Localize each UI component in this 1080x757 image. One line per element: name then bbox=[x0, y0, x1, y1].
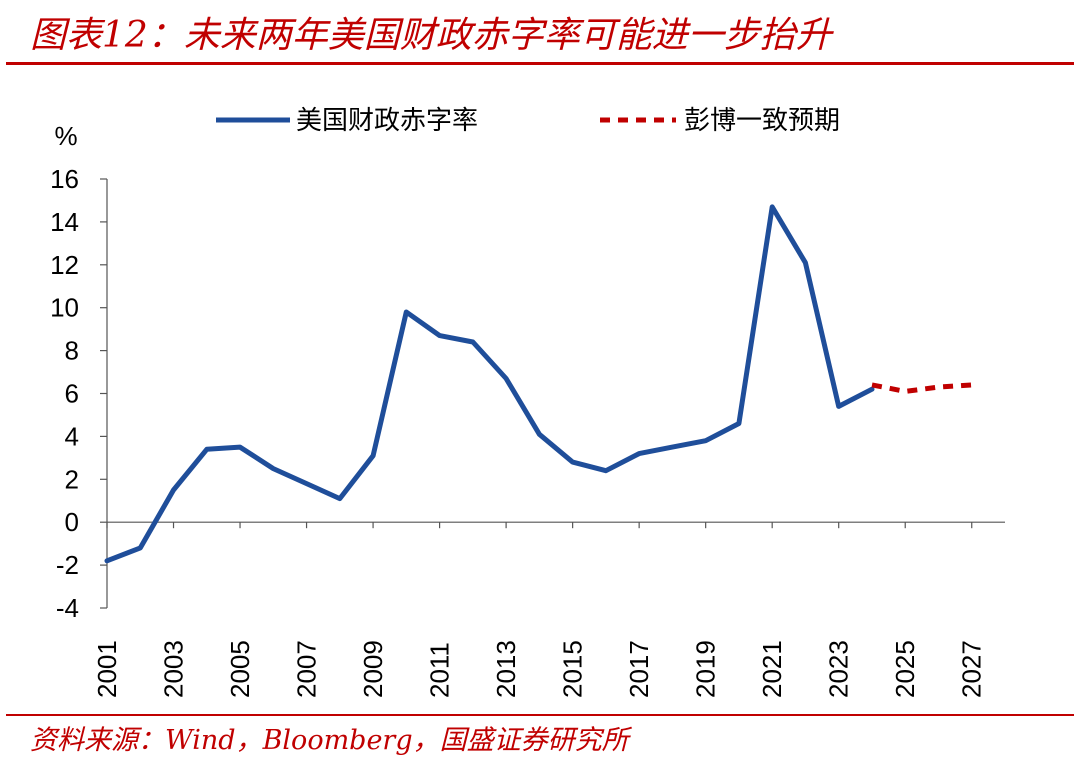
y-axis-label: % bbox=[54, 121, 77, 151]
series-line-actual bbox=[104, 204, 875, 564]
x-tick-label: 2025 bbox=[890, 640, 920, 698]
y-tick-label: -2 bbox=[56, 550, 79, 580]
x-tick-label: 2005 bbox=[225, 640, 255, 698]
chart-title: 图表12：未来两年美国财政赤字率可能进一步抬升 bbox=[30, 15, 832, 56]
x-tick-label: 2001 bbox=[92, 640, 122, 698]
series-line-forecast bbox=[871, 382, 972, 394]
x-tick-label: 2011 bbox=[425, 642, 455, 698]
title-bar: 图表12：未来两年美国财政赤字率可能进一步抬升 bbox=[0, 0, 1080, 66]
x-tick-label: 2017 bbox=[624, 640, 654, 698]
y-tick-label: -4 bbox=[56, 593, 79, 623]
y-tick-label: 12 bbox=[50, 250, 79, 280]
x-tick-label: 2013 bbox=[491, 640, 521, 698]
y-tick-label: 2 bbox=[65, 464, 79, 494]
line-chart: 16 14 12 10 8 6 4 2 0 -2 -4% 2001 2003 2005 2007 2009 20… bbox=[50, 106, 1005, 698]
y-tick-label: 14 bbox=[50, 207, 79, 237]
y-tick-label: 10 bbox=[50, 293, 79, 323]
legend-label: 美国财政赤字率 bbox=[296, 106, 478, 136]
source-note: 资料来源：Wind，Bloomberg，国盛证券研究所 bbox=[30, 725, 629, 756]
y-tick-label: 6 bbox=[65, 379, 79, 409]
y-tick-label: 16 bbox=[50, 164, 79, 194]
x-tick-label: 2019 bbox=[691, 640, 721, 698]
x-tick-label: 2003 bbox=[159, 640, 189, 698]
y-tick-label: 8 bbox=[65, 336, 79, 366]
legend-label: 彭博一致预期 bbox=[684, 106, 840, 136]
x-tick-label: 2007 bbox=[292, 640, 322, 698]
x-tick-label: 2023 bbox=[824, 640, 854, 698]
x-tick-label: 2021 bbox=[757, 640, 787, 698]
y-tick-label: 0 bbox=[65, 507, 79, 537]
x-tick-label: 2015 bbox=[558, 640, 588, 698]
title-divider bbox=[6, 62, 1074, 65]
source-divider bbox=[6, 714, 1074, 716]
y-tick-label: 4 bbox=[65, 421, 79, 451]
x-tick-label: 2009 bbox=[358, 640, 388, 698]
x-tick-label: 2027 bbox=[957, 640, 987, 698]
